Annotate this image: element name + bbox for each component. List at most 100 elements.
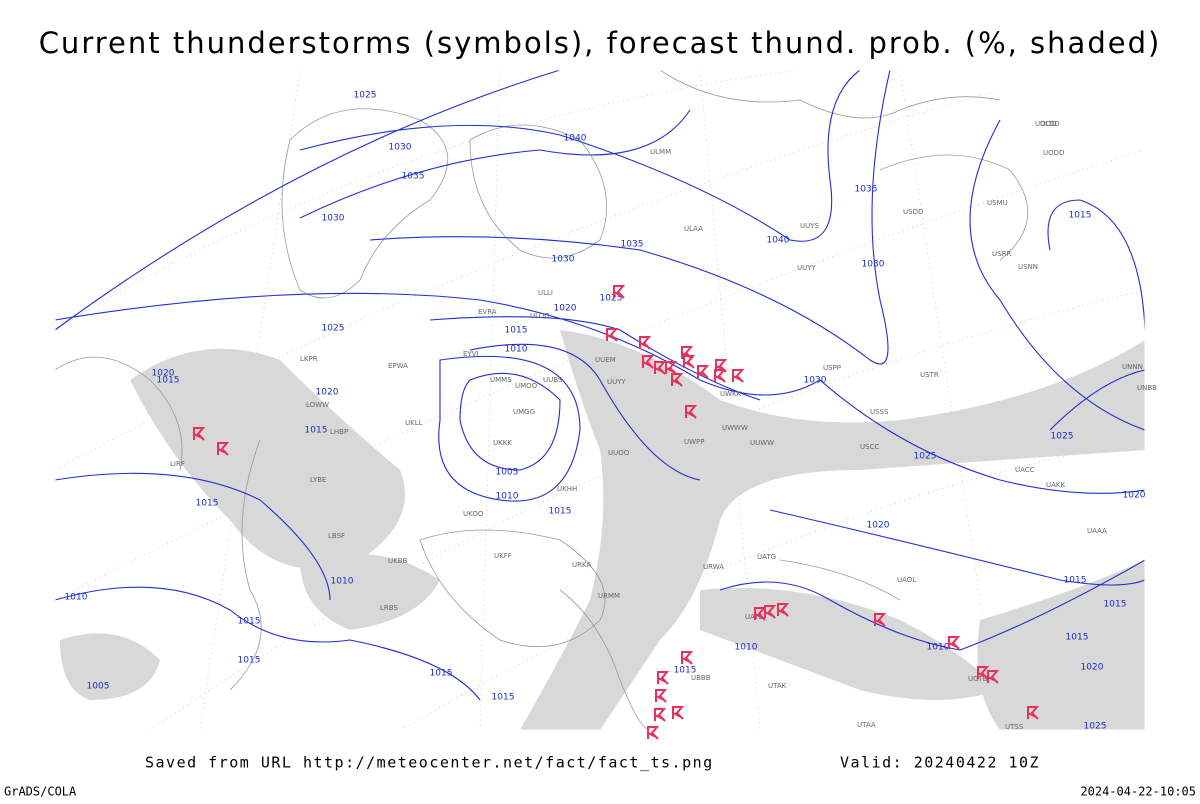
credit: GrADS/COLA: [4, 785, 77, 799]
station-label: UAOL: [897, 576, 916, 584]
station-label: UKBB: [388, 557, 408, 565]
isobar-label: 1020: [867, 521, 890, 531]
isobar-label: 1015: [305, 426, 328, 436]
station-label: UUBS: [543, 376, 563, 384]
station-label: LKPR: [300, 355, 318, 363]
isobar-label: 1035: [402, 172, 425, 182]
station-label: UKHH: [557, 485, 577, 493]
thunderstorm-symbol: [683, 355, 696, 369]
isobar-label: 1015: [1069, 211, 1092, 221]
station-label: LOWW: [306, 401, 329, 409]
isobar-label: 1030: [552, 255, 575, 265]
station-label: EPWA: [388, 362, 408, 370]
station-label: EVRA: [478, 308, 497, 316]
station-label: LIRF: [170, 460, 185, 468]
source-url: Saved from URL http://meteocenter.net/fa…: [145, 754, 714, 772]
thunderstorm-symbol: [732, 369, 745, 383]
isobar-label: 1020: [316, 388, 339, 398]
station-label: UAAA: [1087, 527, 1107, 535]
isobar-label: 1010: [927, 643, 950, 653]
station-label: UATG: [757, 553, 776, 561]
thunderstorm-symbol: [606, 328, 619, 342]
isobar-label: 1025: [322, 324, 345, 334]
isobar-label: 1025: [1084, 722, 1107, 732]
station-label: EYVI: [463, 350, 479, 358]
thunderstorm-symbol: [193, 427, 206, 441]
isobar-label: 1015: [1104, 600, 1127, 610]
isobar-label: 1030: [322, 214, 345, 224]
isobar-labels: 1025 1030 1035 1030 1040 1035 1030 1025 1020 1015…: [65, 91, 1146, 732]
coastline: [54, 69, 1029, 731]
valid-time: Valid: 20240422 10Z: [840, 754, 1040, 772]
prob-shading: [60, 330, 1145, 730]
thunderstorm-symbol: [671, 373, 684, 387]
station-label: USNN: [1018, 263, 1038, 271]
station-label: ULLI: [538, 289, 553, 297]
isobar-label: 1025: [600, 294, 623, 304]
thunderstorm-symbol: [654, 361, 667, 375]
station-label: UWWW: [722, 424, 748, 432]
isobar-label: 1015: [157, 376, 180, 386]
station-label: ULOO: [530, 312, 550, 320]
station-label: UUEM: [595, 356, 616, 364]
thunderstorm-symbol: [642, 355, 655, 369]
station-label: ULDD: [1040, 120, 1060, 128]
station-label: USCC: [860, 443, 879, 451]
thunderstorm-symbol: [672, 706, 685, 720]
map-frame: 1025 1030 1035 1030 1040 1035 1030 1025 1020 1015…: [54, 69, 1157, 740]
isobar-label: 1035: [855, 185, 878, 195]
isobar-label: 1015: [196, 499, 219, 509]
station-label: USSS: [870, 408, 889, 416]
station-label: LBSF: [328, 532, 345, 540]
isobar-label: 1015: [492, 693, 515, 703]
station-label: UNBB: [1137, 384, 1157, 392]
isobar-label: 1015: [505, 326, 528, 336]
thunderstorm-symbol: [654, 708, 667, 722]
station-label: URMM: [598, 592, 620, 600]
isobar-label: 1025: [1051, 432, 1074, 442]
station-label: UUOO: [608, 449, 630, 457]
thunderstorm-symbol: [777, 603, 790, 617]
isobar-label: 1010: [331, 577, 354, 587]
station-label: UOOO: [1035, 120, 1057, 128]
thunderstorm-symbol: [685, 405, 698, 419]
thunderstorm-symbol: [764, 605, 777, 619]
station-label: UKLL: [405, 419, 423, 427]
station-labels: ULOO UMMS UMGG UMOO UUBS UUEM UUYY UUWW UWPP UWKK…: [170, 120, 1157, 731]
thunderstorm-symbol: [665, 361, 678, 375]
station-label: UUWW: [750, 439, 774, 447]
thunderstorm-symbol: [217, 442, 230, 456]
station-label: USTR: [920, 371, 939, 379]
isobar-label: 1030: [389, 143, 412, 153]
thunderstorm-symbol: [639, 336, 652, 350]
thunderstorm-symbol: [948, 636, 961, 650]
title: Current thunderstorms (symbols), forecas…: [39, 26, 1162, 60]
thunderstorm-symbol: [1027, 706, 1040, 720]
thunderstorm-symbol: [647, 726, 660, 740]
isobar-label: 1020: [554, 304, 577, 314]
station-label: UBBB: [691, 674, 711, 682]
isobar-label: 1015: [1064, 576, 1087, 586]
isobar-label: 1010: [65, 593, 88, 603]
station-label: UTAK: [768, 682, 787, 690]
station-label: UMOO: [515, 382, 538, 390]
station-label: UWPP: [684, 438, 705, 446]
station-label: UTAA: [857, 721, 876, 729]
isobar-label: 1015: [238, 617, 261, 627]
station-label: LHBP: [330, 428, 348, 436]
station-label: USDD: [903, 208, 923, 216]
thunderstorm-symbol: [977, 666, 990, 680]
thunderstorm-symbol: [697, 365, 710, 379]
isobar-label: 1020: [1123, 491, 1146, 501]
station-label: URKA: [572, 561, 591, 569]
station-label: UUYY: [607, 378, 627, 386]
isobar-label: 1015: [430, 669, 453, 679]
isobar-label: 1040: [564, 134, 587, 144]
station-label: UUYS: [800, 222, 820, 230]
station-label: ULAA: [684, 225, 703, 233]
isobar-label: 1025: [354, 91, 377, 101]
thunderstorm-symbols: [193, 285, 1040, 740]
station-label: LYBE: [310, 476, 326, 484]
station-label: UNNN: [1122, 363, 1143, 371]
